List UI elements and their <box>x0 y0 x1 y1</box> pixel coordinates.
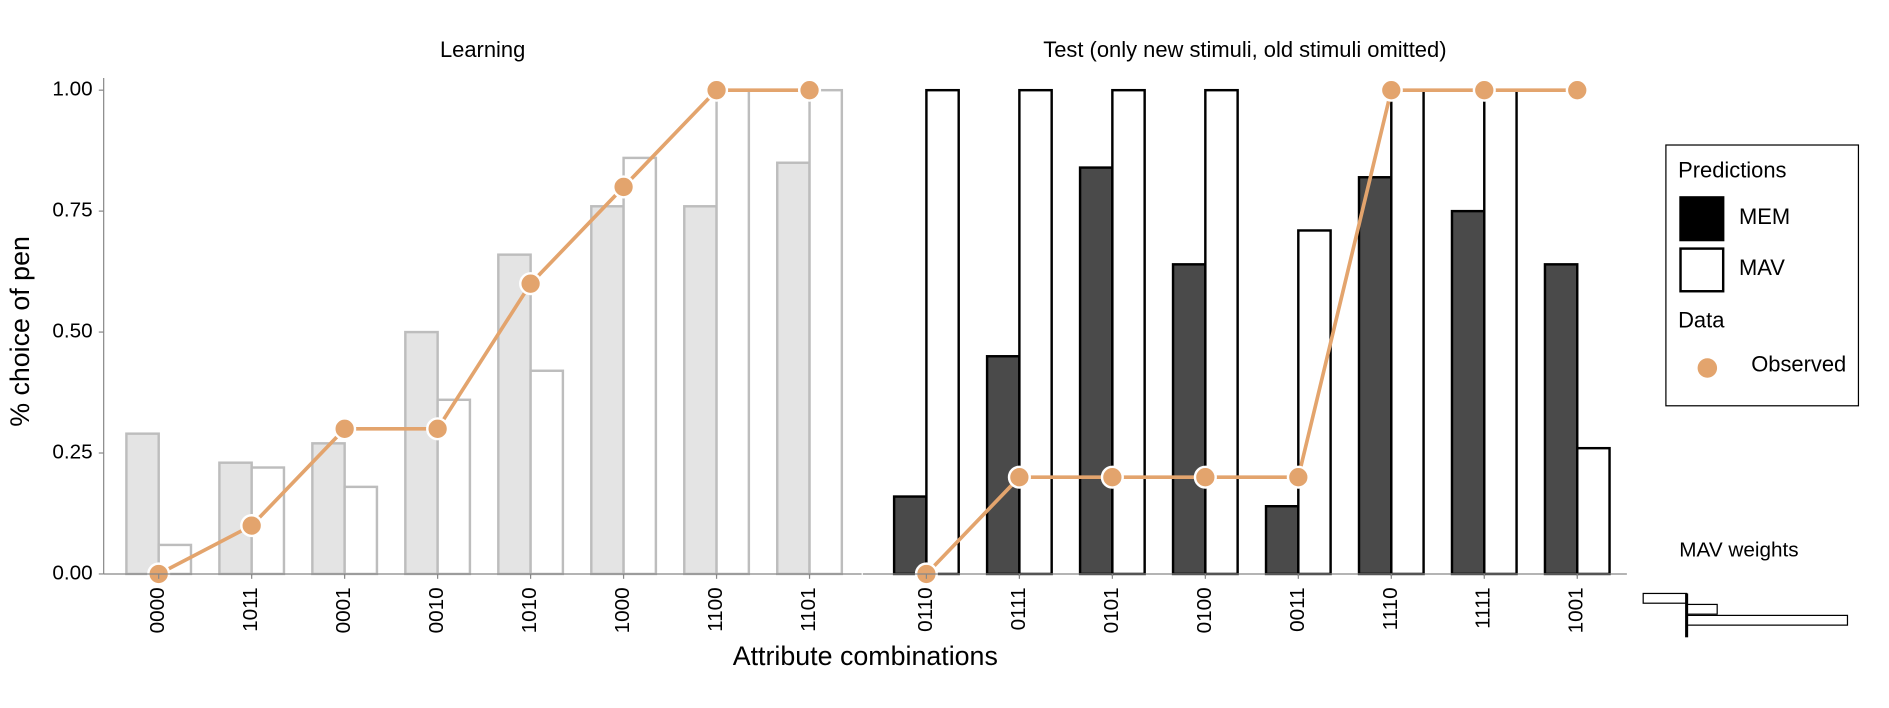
bar <box>622 156 658 576</box>
point <box>704 78 729 102</box>
bar <box>404 330 439 576</box>
y-tick-label: 0.50 <box>52 320 92 343</box>
legend-title: Predictions <box>1678 158 1786 183</box>
legend-marker <box>1697 358 1718 378</box>
x-tick-label: 1110 <box>1379 587 1402 630</box>
y-axis-label: % choice of pen <box>5 236 35 427</box>
x-tick-label: 1011 <box>239 587 262 632</box>
bar <box>497 253 532 576</box>
x-tick-label: 1001 <box>1565 587 1588 633</box>
legend-swatch <box>1679 196 1725 242</box>
legend-label: MEM <box>1739 204 1790 229</box>
bar <box>1357 176 1393 576</box>
x-axis-label: Attribute combinations <box>733 641 998 671</box>
point <box>1286 465 1310 489</box>
point <box>612 175 636 199</box>
point <box>333 417 357 441</box>
line <box>157 88 810 576</box>
point <box>1565 78 1589 102</box>
y-tick-label: 0.25 <box>52 440 92 463</box>
bar <box>1483 88 1518 576</box>
panel-title: Learning <box>440 37 525 62</box>
bar <box>715 88 751 576</box>
bar <box>1171 263 1207 576</box>
point <box>1007 465 1031 489</box>
x-tick-label: 1101 <box>797 587 820 632</box>
bar <box>1018 88 1053 576</box>
bar <box>892 495 928 576</box>
point <box>240 514 264 538</box>
weights-title: MAV weights <box>1679 538 1798 561</box>
legend-swatch <box>1679 247 1725 293</box>
x-tick-label: 0011 <box>1286 587 1309 632</box>
point <box>1379 78 1403 102</box>
bar <box>1264 505 1300 576</box>
bar <box>1111 88 1146 576</box>
bar <box>776 161 811 576</box>
point <box>1472 78 1496 102</box>
x-tick-label: 0110 <box>914 587 937 632</box>
bar <box>925 88 960 576</box>
bar <box>1390 88 1425 576</box>
point <box>1193 465 1217 489</box>
y-tick-label: 0.75 <box>52 199 92 222</box>
line <box>925 88 1578 576</box>
point <box>426 417 450 441</box>
bar <box>125 432 160 576</box>
point <box>519 272 543 296</box>
legend-label: MAV <box>1739 255 1785 280</box>
weight-bar <box>1686 603 1718 615</box>
point <box>1100 465 1124 489</box>
bar <box>683 205 718 576</box>
x-tick-label: 1100 <box>704 587 727 632</box>
x-tick-label: 0100 <box>1193 587 1216 633</box>
x-tick-label: 0000 <box>146 587 169 633</box>
bar <box>529 369 565 576</box>
y-tick-label: 1.00 <box>52 78 92 101</box>
bar <box>1204 88 1239 576</box>
x-tick-label: 1111 <box>1472 587 1495 628</box>
bar <box>590 205 625 576</box>
x-tick-label: 0010 <box>425 587 448 633</box>
x-tick-label: 0101 <box>1100 587 1123 633</box>
legend-title: Data <box>1678 308 1725 333</box>
bar <box>985 355 1021 576</box>
point <box>797 78 822 102</box>
panel-title: Test (only new stimuli, old stimuli omit… <box>1043 37 1446 62</box>
bar <box>311 442 346 576</box>
bar <box>1450 209 1486 576</box>
bar <box>1078 166 1114 576</box>
weight-bar <box>1642 592 1688 604</box>
y-tick-label: 0.00 <box>52 561 92 584</box>
bar <box>808 88 844 576</box>
bar <box>1543 263 1579 576</box>
x-tick-label: 1000 <box>611 587 634 633</box>
x-tick-label: 0001 <box>332 587 355 633</box>
x-tick-label: 1010 <box>518 587 541 633</box>
bar <box>343 485 379 576</box>
legend-label: Observed <box>1751 351 1846 376</box>
x-tick-label: 0111 <box>1007 587 1030 630</box>
weight-bar <box>1686 614 1849 626</box>
bar <box>1576 446 1611 576</box>
